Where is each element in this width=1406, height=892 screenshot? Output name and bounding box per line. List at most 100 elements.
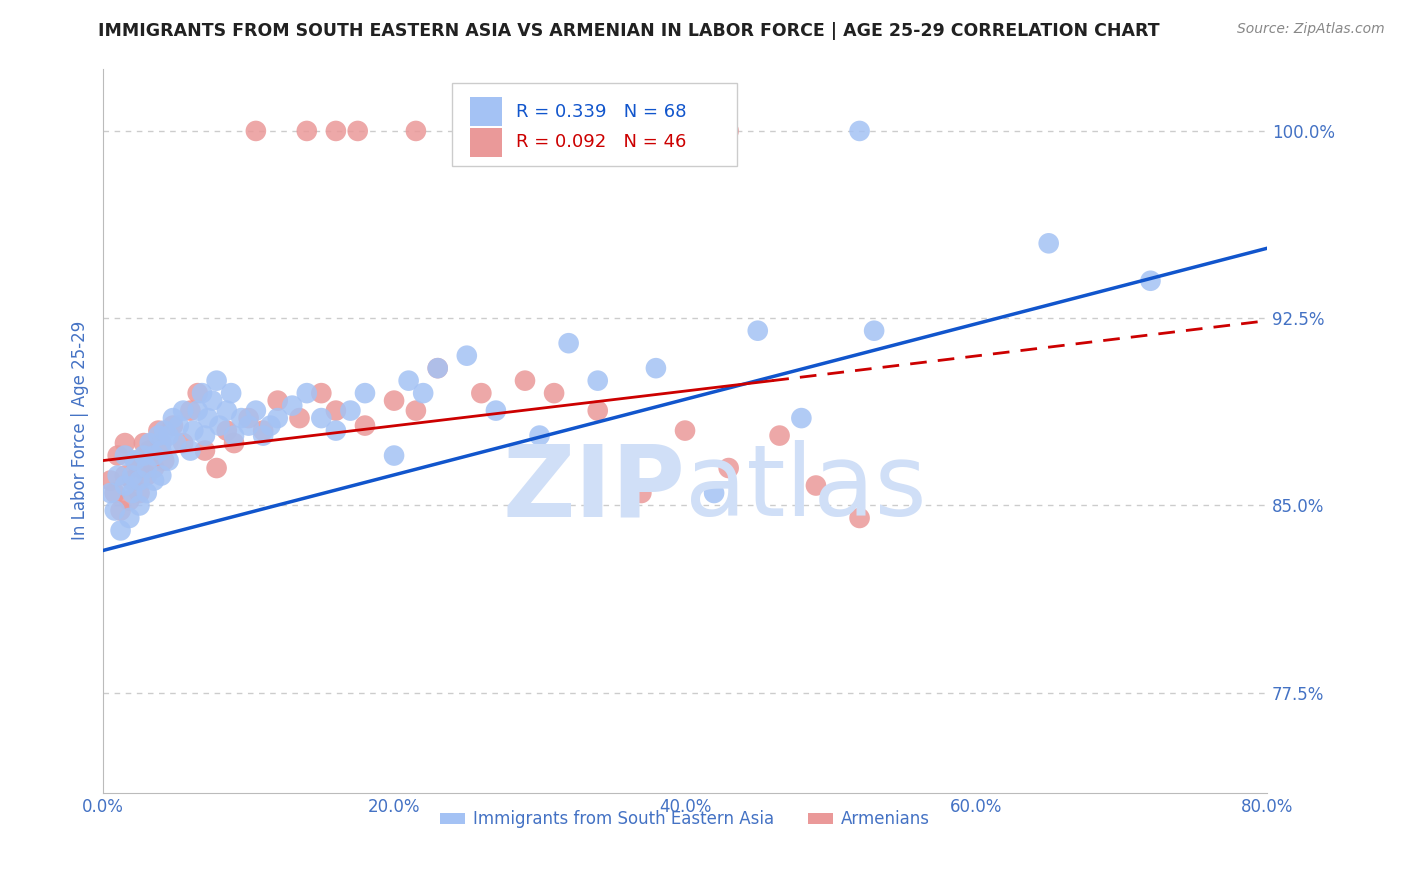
Point	[124, 453, 146, 467]
Legend: Immigrants from South Eastern Asia, Armenians: Immigrants from South Eastern Asia, Arme…	[433, 804, 936, 835]
Point	[100, 486, 122, 500]
Point	[128, 486, 150, 500]
Point	[153, 424, 176, 438]
Point	[153, 453, 176, 467]
Point	[143, 449, 166, 463]
Point	[311, 411, 333, 425]
Point	[295, 124, 318, 138]
Point	[252, 424, 274, 438]
Point	[339, 403, 361, 417]
Point	[259, 418, 281, 433]
Text: ZIP: ZIP	[502, 440, 685, 537]
Point	[354, 386, 377, 401]
Point	[238, 418, 260, 433]
Point	[222, 428, 245, 442]
Point	[107, 468, 129, 483]
Point	[187, 403, 209, 417]
Point	[121, 486, 143, 500]
Point	[586, 403, 609, 417]
Point	[659, 124, 682, 138]
Point	[281, 399, 304, 413]
Point	[179, 443, 201, 458]
Point	[382, 393, 405, 408]
Point	[128, 461, 150, 475]
Point	[398, 374, 420, 388]
Text: IMMIGRANTS FROM SOUTH EASTERN ASIA VS ARMENIAN IN LABOR FORCE | AGE 25-29 CORREL: IMMIGRANTS FROM SOUTH EASTERN ASIA VS AR…	[98, 22, 1160, 40]
Point	[245, 403, 267, 417]
Point	[288, 411, 311, 425]
Point	[187, 386, 209, 401]
Point	[150, 436, 173, 450]
Point	[630, 486, 652, 500]
Point	[114, 468, 136, 483]
Point	[325, 424, 347, 438]
Point	[426, 361, 449, 376]
Point	[863, 324, 886, 338]
Point	[325, 124, 347, 138]
Point	[790, 411, 813, 425]
Point	[107, 449, 129, 463]
Point	[804, 478, 827, 492]
Point	[382, 449, 405, 463]
Point	[118, 511, 141, 525]
Point	[165, 436, 187, 450]
Point	[150, 443, 173, 458]
Point	[205, 374, 228, 388]
Point	[543, 124, 565, 138]
Point	[673, 424, 696, 438]
Point	[405, 124, 427, 138]
Point	[245, 124, 267, 138]
Point	[717, 461, 740, 475]
Point	[529, 428, 551, 442]
Point	[143, 461, 166, 475]
Point	[114, 449, 136, 463]
Point	[162, 418, 184, 433]
Point	[167, 418, 190, 433]
FancyBboxPatch shape	[453, 83, 737, 166]
Point	[104, 503, 127, 517]
Point	[194, 428, 217, 442]
Point	[600, 124, 623, 138]
Point	[110, 524, 132, 538]
Point	[143, 474, 166, 488]
Point	[208, 418, 231, 433]
Point	[110, 503, 132, 517]
Point	[135, 468, 157, 483]
Point	[768, 428, 790, 442]
Point	[104, 486, 127, 500]
Point	[100, 474, 122, 488]
Point	[201, 393, 224, 408]
Point	[222, 436, 245, 450]
Point	[219, 386, 242, 401]
Point	[586, 374, 609, 388]
Point	[148, 428, 170, 442]
Point	[172, 436, 194, 450]
Point	[205, 461, 228, 475]
Point	[717, 124, 740, 138]
Point	[162, 411, 184, 425]
Point	[252, 428, 274, 442]
Point	[128, 499, 150, 513]
Point	[267, 393, 290, 408]
Point	[118, 493, 141, 508]
Point	[747, 324, 769, 338]
Point	[485, 403, 508, 417]
Point	[181, 424, 204, 438]
FancyBboxPatch shape	[470, 128, 502, 157]
Point	[157, 428, 180, 442]
Point	[138, 443, 160, 458]
Y-axis label: In Labor Force | Age 25-29: In Labor Force | Age 25-29	[72, 321, 89, 541]
Point	[114, 478, 136, 492]
Point	[231, 411, 253, 425]
Point	[121, 474, 143, 488]
Point	[124, 453, 146, 467]
Point	[135, 486, 157, 500]
Point	[513, 124, 536, 138]
Point	[157, 453, 180, 467]
Text: R = 0.339   N = 68: R = 0.339 N = 68	[516, 103, 686, 121]
Point	[1139, 274, 1161, 288]
Text: atlas: atlas	[685, 440, 927, 537]
Point	[191, 386, 214, 401]
Point	[179, 403, 201, 417]
Point	[121, 468, 143, 483]
